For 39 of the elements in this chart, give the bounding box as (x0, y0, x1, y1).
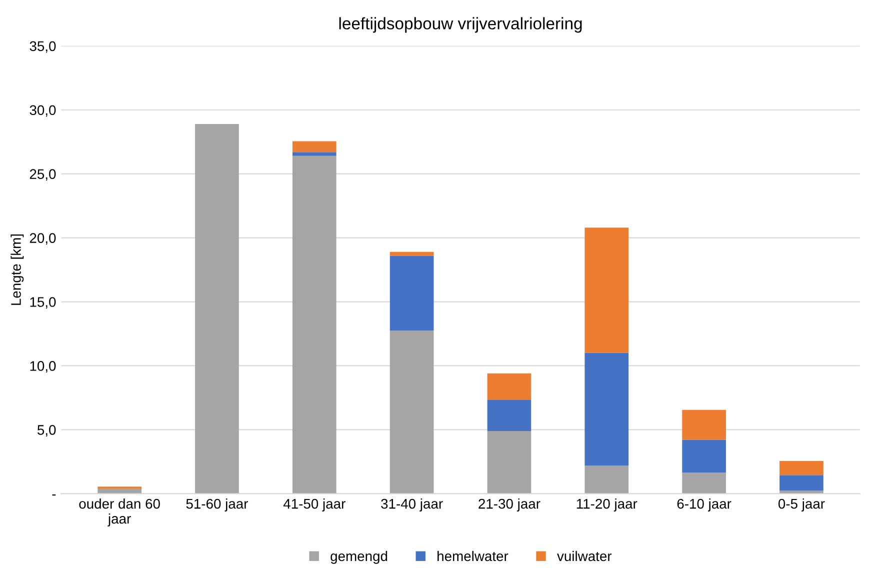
bar (682, 440, 726, 473)
bar (487, 373, 532, 400)
x-tick-label: 0-5 jaar (778, 498, 825, 512)
x-tick-label: 31-40 jaar (381, 498, 443, 512)
chart-title: leeftijdsopbouw vrijvervalriolering (339, 17, 582, 33)
x-tick-label: 21-30 jaar (478, 498, 540, 512)
bar (390, 252, 434, 256)
bar (292, 141, 336, 152)
bar (390, 256, 434, 331)
y-axis-title: Lengte [km] (10, 234, 24, 305)
bar (682, 410, 726, 440)
bar (780, 475, 824, 490)
x-tick-label: 51-60 jaar (186, 498, 248, 512)
bar (584, 466, 629, 494)
x-tick-label: 41-50 jaar (283, 498, 346, 512)
x-tick-label: 11-20 jaar (576, 498, 638, 512)
bar (584, 228, 629, 353)
bar (487, 400, 532, 431)
y-tick-label: 25,0 (30, 169, 56, 181)
y-tick-label: 35,0 (30, 41, 56, 53)
bar (780, 461, 824, 476)
y-tick-label: 10,0 (30, 361, 56, 373)
bar (292, 156, 336, 494)
bar (584, 352, 629, 466)
x-tick-label: 6-10 jaar (677, 498, 732, 512)
y-tick-label: 30,0 (30, 105, 56, 117)
y-tick-label: 20,0 (30, 233, 56, 245)
bar (390, 330, 434, 494)
bar (195, 124, 239, 494)
legend-label: hemelwater (438, 550, 508, 562)
y-tick-label: 15,0 (30, 297, 56, 309)
y-tick-label: 5,0 (38, 425, 56, 436)
bar (682, 472, 726, 494)
legend-label: gemengd (330, 550, 388, 564)
bar (487, 430, 532, 494)
legend-label: vuilwater (557, 550, 612, 562)
y-tick-label: - (52, 494, 56, 496)
bar (292, 152, 336, 156)
x-tick-label: ouder dan 60 jaar (79, 498, 160, 526)
